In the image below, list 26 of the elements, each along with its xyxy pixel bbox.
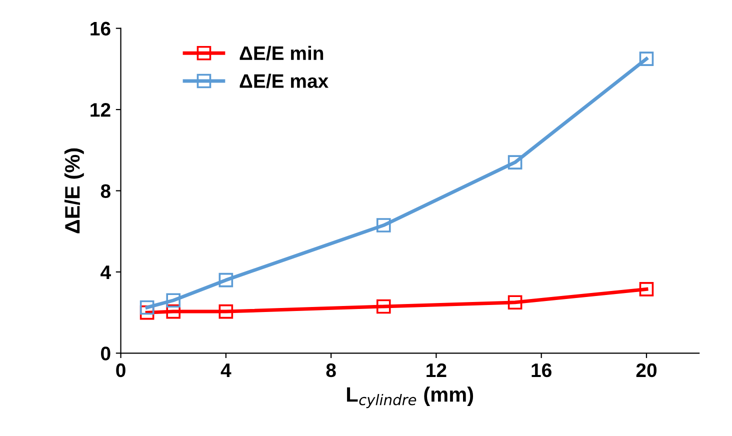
y-tick-label: 12: [90, 103, 110, 117]
point: [639, 282, 654, 296]
point: [376, 299, 391, 314]
y-axis-title: ΔE/E (%): [64, 148, 84, 234]
x-tick-label: 20: [636, 363, 657, 378]
x-tick-label: 12: [426, 363, 446, 377]
point: [639, 52, 654, 66]
legend-label: ΔE/E max: [240, 74, 328, 88]
y-tick-label: 16: [90, 22, 110, 36]
point: [508, 295, 522, 310]
x-tick-label: 8: [326, 363, 336, 378]
x-axis-title: L$_{cylindre}$ (mm): [347, 386, 474, 408]
point: [140, 300, 154, 315]
y-tick-label: 8: [100, 184, 110, 198]
y-tick-label: 4: [100, 266, 111, 279]
x-tick-label: 4: [220, 364, 232, 377]
point: [218, 272, 234, 288]
x-tick-label: 16: [532, 363, 552, 378]
point: [218, 304, 234, 319]
legend-label: ΔE/E min: [240, 46, 324, 60]
point: [166, 293, 181, 308]
point: [376, 218, 391, 232]
x-tick-label: 0: [116, 363, 126, 378]
point: [166, 304, 181, 319]
y-tick-label: 0: [101, 346, 110, 360]
point: [508, 155, 522, 170]
